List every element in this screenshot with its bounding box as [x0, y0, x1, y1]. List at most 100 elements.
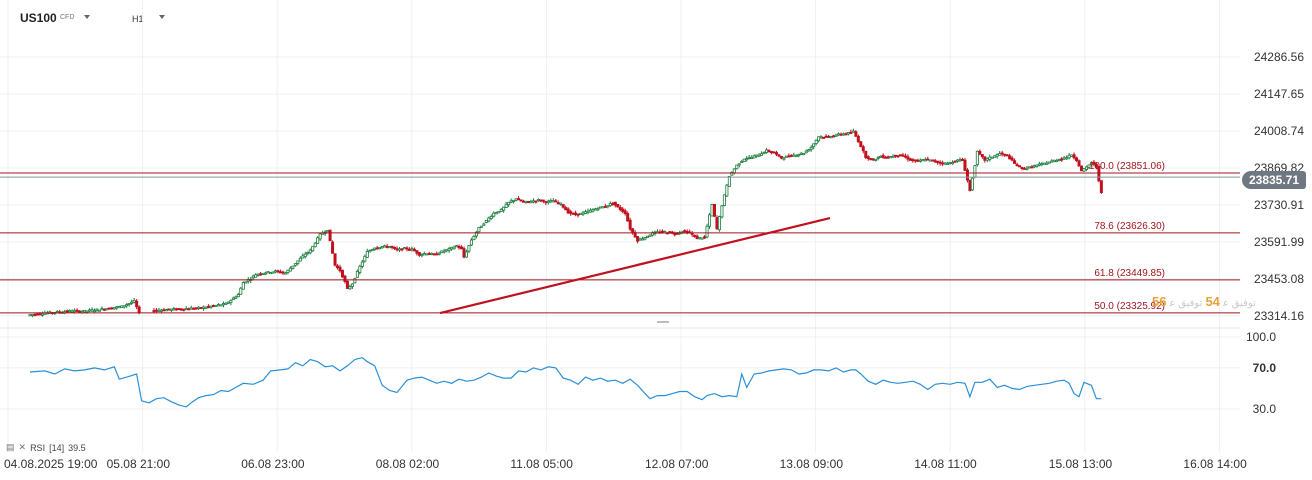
candle-body [507, 201, 511, 206]
candle-body [894, 154, 898, 157]
fib-level-label: 78.6 (23626.30) [1094, 221, 1165, 232]
time-axis-label: 06.08 23:00 [241, 457, 305, 471]
rsi-legend: ▤ ✕ RSI [14] 39.5 [6, 442, 86, 453]
candle-body [477, 227, 481, 233]
candle-body [623, 210, 627, 214]
candle-body [269, 272, 273, 275]
candle-body [1094, 163, 1098, 168]
overlay-value-c: 54 [1205, 294, 1220, 309]
fibonacci-levels[interactable]: 100.0 (23851.06) 78.6 (23626.30) 61.8 (234… [0, 161, 1240, 314]
candle-body [420, 253, 424, 256]
candle-body [943, 162, 947, 165]
candle-body [395, 248, 399, 251]
candle-body [727, 176, 731, 187]
candle-body [308, 249, 312, 254]
candle-body [120, 305, 124, 308]
candle-body [975, 150, 979, 165]
candle-body [452, 246, 456, 250]
pane-resize-handle[interactable] [657, 321, 669, 323]
candle-body [35, 313, 39, 316]
candle-body [385, 245, 389, 248]
chart-grid [0, 0, 1240, 452]
candle-body [576, 213, 580, 216]
candle-body [700, 237, 704, 240]
candle-body [621, 208, 625, 212]
candle-body [216, 304, 220, 307]
candle-body [405, 247, 409, 250]
candle-body [1080, 165, 1084, 172]
candle-body [993, 155, 997, 158]
indicator-close-icon[interactable]: ✕ [18, 442, 27, 452]
candle-body [695, 235, 699, 240]
candle-body [846, 132, 850, 135]
candle-body [923, 159, 927, 162]
candle-body [95, 308, 99, 311]
timeframe-dropdown-icon[interactable] [159, 15, 165, 19]
candle-body [1018, 165, 1022, 168]
candle-body [936, 160, 940, 164]
candle-body [177, 308, 181, 311]
candle-body [1030, 166, 1034, 169]
candle-body [102, 308, 106, 311]
candle-body [797, 154, 801, 157]
candle-body [417, 252, 421, 256]
candle-body [641, 238, 645, 241]
candle-body [207, 305, 211, 308]
candle-body [1000, 152, 1004, 155]
candle-body [673, 233, 677, 236]
indicator-settings-icon[interactable]: ▤ [6, 442, 15, 452]
time-axis[interactable]: 04.08.2025 19:00 05.08 21:00 06.08 23:00 08… [4, 457, 1247, 471]
candle-body [908, 158, 912, 161]
trendline[interactable] [439, 216, 831, 315]
candle-body [179, 308, 183, 311]
candle-body [844, 133, 848, 136]
candle-body [336, 265, 340, 269]
candle-body [368, 250, 372, 253]
candle-body [926, 158, 930, 161]
candle-body [928, 159, 932, 162]
candle-body [794, 154, 798, 157]
candle-body [747, 156, 751, 159]
candle-body [422, 253, 426, 256]
candle-body [469, 239, 473, 246]
candle-body [199, 307, 203, 310]
candle-body [1075, 157, 1079, 162]
symbol-dropdown-icon[interactable] [84, 15, 90, 19]
candle-body [33, 313, 37, 316]
time-axis-label: 13.08 09:00 [780, 457, 844, 471]
candle-body [1050, 160, 1054, 163]
candle-body [524, 200, 528, 203]
candle-body [1020, 166, 1024, 169]
candle-body [737, 163, 741, 166]
symbol-label[interactable]: US100 [20, 11, 57, 25]
candle-body [752, 155, 756, 159]
candle-body [1087, 164, 1091, 168]
candle-body [266, 271, 270, 274]
candle-body [407, 248, 411, 251]
candle-body [522, 200, 526, 203]
candle-body [824, 135, 828, 138]
candle-body [591, 209, 595, 212]
candle-body [1040, 163, 1044, 166]
candle-body [832, 135, 836, 138]
candle-body [484, 219, 488, 223]
candle-body [643, 237, 647, 240]
fib-level-label: 61.8 (23449.85) [1094, 268, 1165, 279]
candle-body [636, 236, 640, 242]
candle-body [951, 162, 955, 165]
candle-body [869, 158, 873, 161]
timeframe-label[interactable]: H1 [132, 14, 144, 24]
candle-body [551, 200, 555, 203]
candle-body [251, 275, 255, 279]
candle-body [584, 211, 588, 214]
candle-body [283, 272, 287, 275]
candle-body [221, 303, 225, 306]
candle-body [988, 156, 992, 160]
candle-body [1005, 154, 1009, 157]
candle-body [581, 212, 585, 215]
candle-body [554, 200, 558, 203]
candle-body [154, 309, 158, 312]
candle-body [192, 307, 196, 310]
candle-body [1045, 162, 1049, 165]
